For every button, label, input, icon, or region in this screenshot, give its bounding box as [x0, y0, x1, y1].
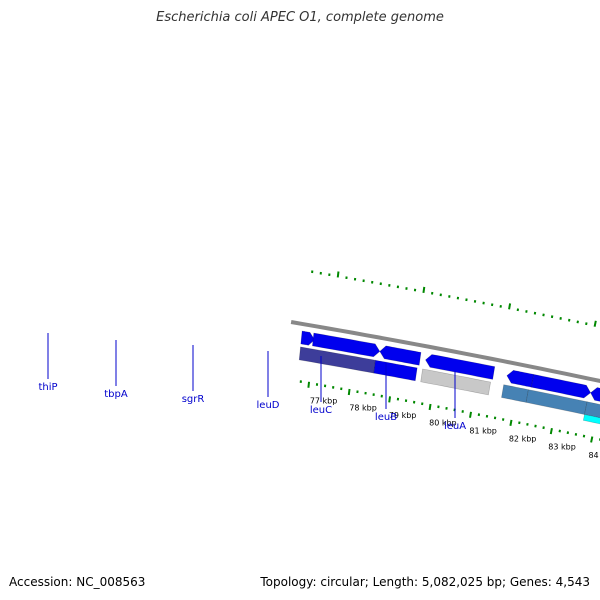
- accession-text: Accession: NC_008563: [9, 575, 146, 589]
- inner-tick-mark: [549, 427, 553, 435]
- tick-label: 78 kbp: [349, 404, 377, 413]
- inner-tick-mark: [428, 403, 432, 411]
- gene-label: leuB: [375, 412, 397, 423]
- inner-tick-mark: [509, 419, 513, 426]
- inner-tick-mark: [590, 436, 594, 443]
- feature-block: [530, 374, 591, 399]
- gene-label: leuA: [444, 421, 466, 432]
- outer-tick-ring: [311, 270, 597, 327]
- feature-tracks: [298, 330, 600, 425]
- feature-block: [379, 345, 422, 366]
- tick-label: 81 kbp: [469, 427, 497, 436]
- gene-label: leuD: [257, 400, 280, 411]
- feature-block: [501, 384, 529, 403]
- feature-block: [582, 414, 600, 425]
- map-title: Escherichia coli APEC O1, complete genom…: [156, 10, 444, 25]
- inner-tick-mark: [574, 432, 578, 436]
- feature-block: [312, 332, 381, 358]
- feature-block: [300, 330, 315, 346]
- gene-labels: thiP tbpA sgrR leuD leuC leuB leuA: [38, 333, 466, 432]
- tick-labels: 77 kbp 78 kbp 79 kbp 80 kbp 81 kbp 82 kbp 83 k…: [310, 397, 600, 460]
- backbone-line: [290, 320, 600, 383]
- feature-block: [373, 359, 418, 382]
- outer-tick-mark: [336, 271, 340, 278]
- inner-tick-mark: [347, 388, 351, 396]
- feature-block: [590, 387, 600, 402]
- inner-tick-mark: [582, 434, 586, 438]
- tick-label: 80 kbp: [429, 419, 457, 428]
- backbone-ring: [290, 320, 600, 383]
- outer-tick-mark: [508, 303, 512, 310]
- gene-label: leuC: [310, 405, 332, 416]
- tick-label: 77 kbp: [310, 397, 338, 406]
- gene-label: tbpA: [104, 389, 128, 400]
- outer-tick-mark: [593, 320, 597, 327]
- inner-tick-mark: [307, 381, 311, 388]
- gene-label: sgrR: [182, 394, 205, 405]
- gene-label: thiP: [38, 382, 57, 393]
- inner-tick-mark: [469, 411, 472, 418]
- outer-tick-mark: [422, 286, 426, 294]
- feature-block: [420, 368, 491, 396]
- genome-stats-text: Topology: circular; Length: 5,082,025 bp…: [260, 575, 590, 589]
- feature-block: [425, 354, 496, 380]
- tick-label: 79 kbp: [389, 411, 417, 420]
- tick-label: 82 kbp: [509, 434, 537, 443]
- tick-label: 84 kbp: [588, 451, 600, 460]
- tick-label: 83 kbp: [548, 443, 576, 452]
- feature-block: [506, 369, 535, 388]
- inner-tick-mark: [388, 396, 392, 403]
